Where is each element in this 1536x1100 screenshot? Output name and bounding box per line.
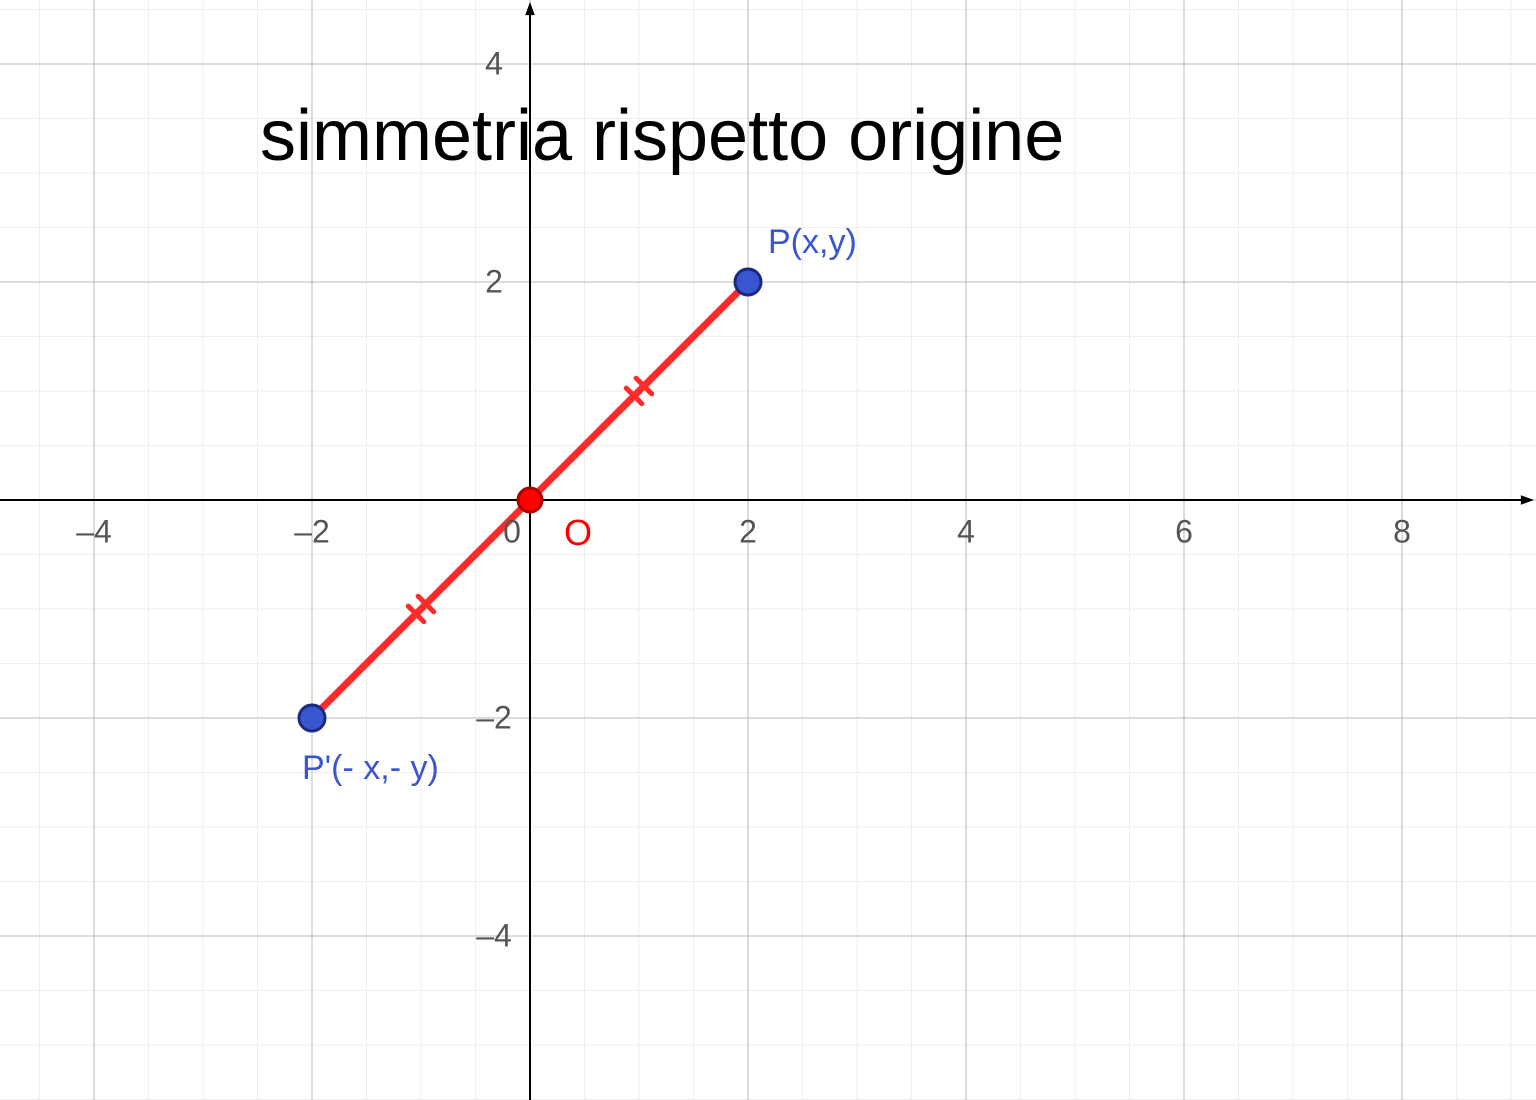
x-axis-tick-label: –4 [76,514,112,551]
y-axis-tick-label: 4 [485,46,503,83]
point-O[interactable] [518,488,542,512]
point-label-O: O [564,512,592,554]
y-axis-tick-label: 2 [485,264,503,301]
y-axis-tick-label: –4 [476,918,512,955]
chart-container: simmetria rispetto origine –4–2024681042… [0,0,1536,1100]
x-axis-tick-label: 4 [957,514,975,551]
point-label-Pprime: P'(- x,- y) [302,749,439,788]
x-axis-tick-label: 8 [1393,514,1411,551]
x-axis-tick-label: 0 [503,514,521,551]
point-P[interactable] [735,269,761,295]
x-axis-tick-label: 2 [739,514,757,551]
x-axis-tick-label: –2 [294,514,330,551]
point-Pprime[interactable] [299,705,325,731]
x-axis-tick-label: 6 [1175,514,1193,551]
point-label-P: P(x,y) [768,223,857,262]
chart-title: simmetria rispetto origine [260,95,1064,177]
y-axis-tick-label: –2 [476,700,512,737]
